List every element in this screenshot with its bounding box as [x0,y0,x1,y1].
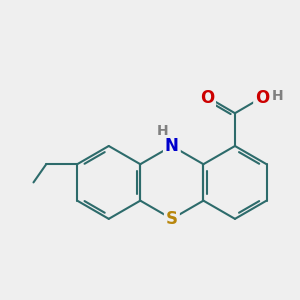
Text: H: H [272,89,284,103]
Text: O: O [255,88,269,106]
Text: S: S [166,210,178,228]
Text: N: N [165,137,179,155]
Text: H: H [157,124,169,138]
Text: O: O [200,88,214,106]
